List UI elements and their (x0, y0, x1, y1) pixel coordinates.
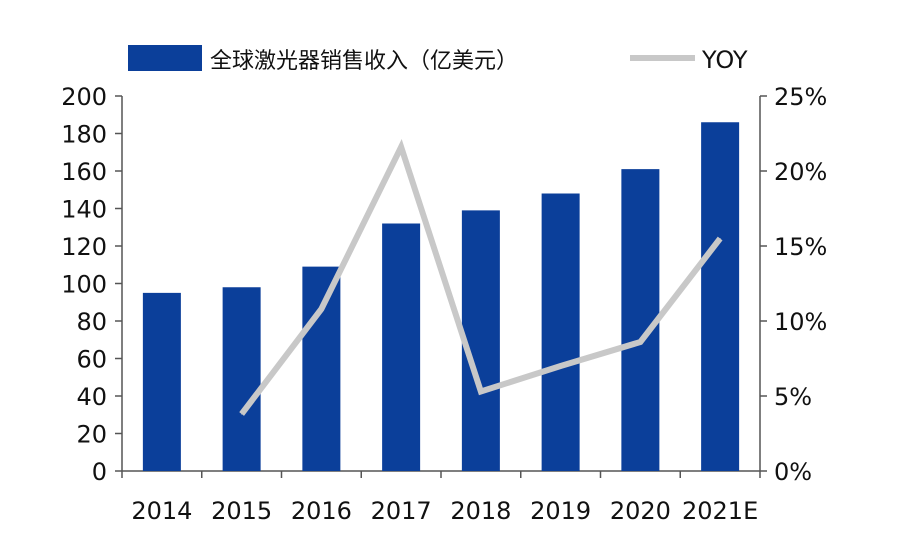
x-tick-label: 2016 (291, 497, 352, 525)
bar-2017 (382, 223, 421, 471)
yoy-point-2019 (560, 365, 562, 367)
y-right-tick-label: 25% (774, 83, 827, 111)
y-left-tick-label: 100 (61, 271, 107, 299)
legend-swatch-bar (128, 45, 202, 71)
bar-2014 (142, 292, 181, 471)
yoy-point-2017 (400, 146, 402, 148)
chart-yoy-line (239, 139, 723, 416)
legend-label-bar: 全球激光器销售收入（亿美元） (210, 49, 518, 74)
y-right-tick-label: 0% (774, 458, 812, 486)
y-right-tick-label: 10% (774, 308, 827, 336)
yoy-point-2016 (320, 308, 322, 310)
bar-2019 (541, 193, 580, 471)
yoy-point-2018 (480, 391, 482, 392)
bar-2018 (461, 210, 500, 471)
bar-2021E (701, 122, 740, 471)
x-tick-label: 2019 (530, 497, 591, 525)
bar-2016 (302, 266, 341, 471)
x-tick-label: 2015 (211, 497, 272, 525)
y-left-tick-label: 0 (92, 458, 107, 486)
y-left-tick-label: 200 (61, 83, 107, 111)
y-left-tick-label: 120 (61, 233, 107, 261)
bar-2020 (621, 169, 660, 471)
y-left-tick-label: 160 (61, 158, 107, 186)
y-left-tick-label: 40 (76, 383, 107, 411)
y-left-tick-label: 20 (76, 421, 107, 449)
x-tick-label: 2020 (610, 497, 671, 525)
x-tick-label: 2018 (450, 497, 511, 525)
x-tick-label: 2017 (371, 497, 432, 525)
y-left-tick-label: 180 (61, 121, 107, 149)
chart-bars (142, 122, 740, 471)
yoy-point-2015 (241, 413, 243, 415)
y-left-tick-label: 140 (61, 196, 107, 224)
y-left-tick-label: 60 (76, 346, 107, 374)
bar-2015 (222, 287, 261, 471)
y-right-tick-label: 20% (774, 158, 827, 186)
y-right-tick-label: 5% (774, 383, 812, 411)
chart-tick-labels: 0 20 40 60 80 100 120 140 160 180 200 0% 5% 10% 15% 20%… (61, 83, 827, 525)
x-tick-label: 2021E (682, 497, 758, 525)
chart-axes (115, 95, 767, 478)
yoy-point-2021E (719, 238, 721, 239)
chart-legend: 全球激光器销售收入（亿美元） YOY (128, 45, 748, 74)
y-left-tick-label: 80 (76, 308, 107, 336)
y-right-tick-label: 15% (774, 233, 827, 261)
x-tick-label: 2014 (131, 497, 192, 525)
yoy-point-2020 (639, 341, 641, 343)
legend-label-line: YOY (701, 46, 748, 74)
